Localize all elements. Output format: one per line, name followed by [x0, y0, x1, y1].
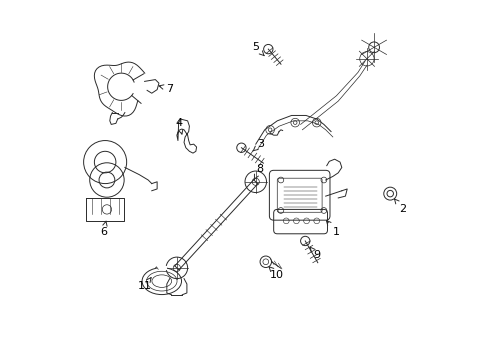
Text: 6: 6 — [100, 221, 107, 237]
Text: 2: 2 — [394, 199, 406, 214]
Text: 3: 3 — [253, 139, 265, 151]
Text: 7: 7 — [159, 84, 173, 94]
Text: 9: 9 — [310, 247, 320, 260]
Text: 5: 5 — [252, 42, 264, 56]
Text: 8: 8 — [254, 164, 263, 180]
Text: 1: 1 — [326, 221, 340, 237]
Text: 11: 11 — [138, 278, 151, 291]
Text: 4: 4 — [175, 118, 183, 134]
Text: 10: 10 — [269, 267, 284, 280]
